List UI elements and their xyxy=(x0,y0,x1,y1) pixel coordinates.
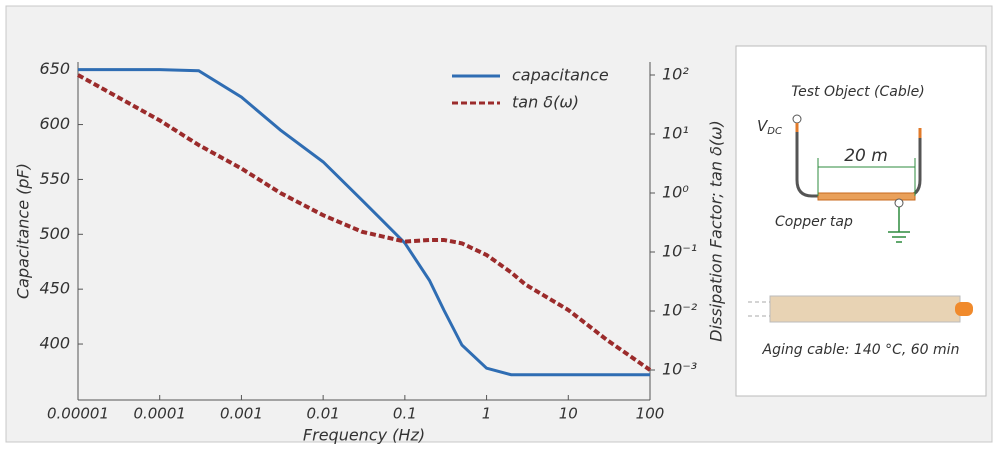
ground xyxy=(888,207,910,243)
length-label: 20 m xyxy=(844,146,888,166)
y2-tick-label: 10⁻³ xyxy=(662,359,697,378)
tap-terminal xyxy=(894,198,904,208)
y2-axis-label: Dissipation Factor; tan δ(ω) xyxy=(707,120,726,341)
cable-core xyxy=(955,302,973,316)
x-tick-label: 10 xyxy=(559,405,578,423)
x-tick-label: 0.00001 xyxy=(47,405,109,423)
x-tick-label: 100 xyxy=(636,405,665,423)
legend-label: tan δ(ω) xyxy=(512,93,579,112)
cable-cut xyxy=(748,301,770,317)
vdc-label: VDC xyxy=(757,117,782,138)
x-tick-label: 0.01 xyxy=(306,405,339,423)
y2-tick-label: 10⁻² xyxy=(662,300,698,319)
x-tick-label: 0.001 xyxy=(220,405,263,423)
y-tick-label: 550 xyxy=(39,169,70,188)
y-tick-label: 400 xyxy=(39,334,70,353)
terminal xyxy=(792,114,802,124)
x-axis-label: Frequency (Hz) xyxy=(303,426,425,445)
y-axis-label: Capacitance (pF) xyxy=(14,163,33,299)
cable-sheath xyxy=(769,295,961,323)
x-tick-label: 1 xyxy=(482,405,492,423)
aging-label: Aging cable: 140 °C, 60 min xyxy=(762,342,960,358)
y2-tick-label: 10⁻¹ xyxy=(662,241,697,260)
series-line xyxy=(77,73,652,372)
inset-diagram: Test Object (Cable) VDC 20 m Copper tap … xyxy=(735,45,987,397)
series-line xyxy=(78,68,650,377)
copper-tap xyxy=(817,192,916,201)
inset-title: Test Object (Cable) xyxy=(791,84,924,100)
inset-frame xyxy=(735,45,987,397)
y2-tick-label: 10¹ xyxy=(662,123,689,142)
y-tick-label: 450 xyxy=(39,279,70,298)
y2-tick-label: 10² xyxy=(662,64,689,83)
y-tick-label: 650 xyxy=(39,59,70,78)
x-tick-label: 0.0001 xyxy=(133,405,186,423)
x-tick-label: 0.1 xyxy=(393,405,417,423)
y2-tick-label: 10⁰ xyxy=(662,182,689,201)
tap-label: Copper tap xyxy=(775,214,853,230)
y-tick-label: 500 xyxy=(39,224,70,243)
legend-label: capacitance xyxy=(512,66,609,85)
y-tick-label: 600 xyxy=(39,114,70,133)
vdc-main: V xyxy=(757,117,769,135)
vdc-sub: DC xyxy=(767,126,782,137)
